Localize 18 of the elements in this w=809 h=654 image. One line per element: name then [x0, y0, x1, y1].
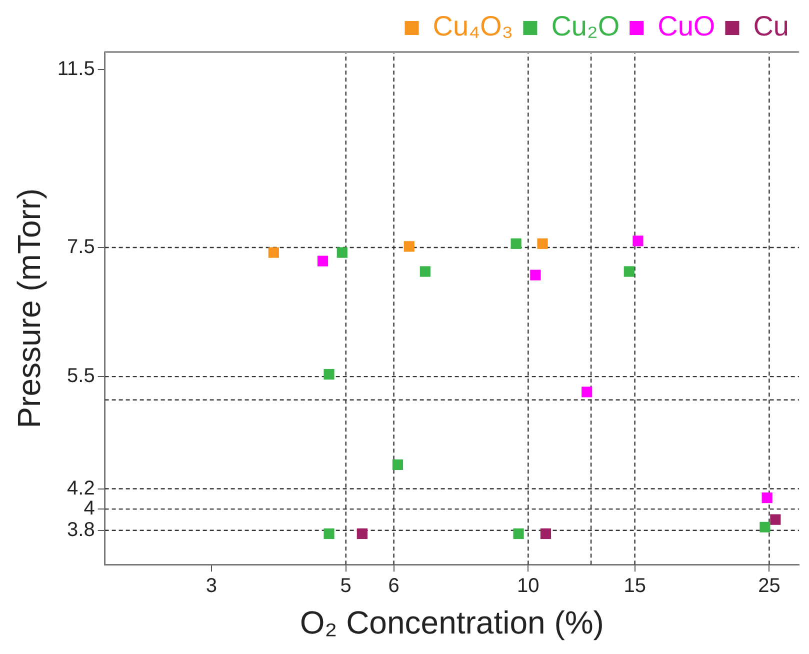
x-tick-label: 5 — [340, 575, 352, 598]
x-tick-label: 3 — [206, 575, 218, 598]
x-tick-label: 10 — [517, 575, 540, 598]
y-tick-label: 7.5 — [67, 236, 95, 258]
y-tick-label: 3.8 — [67, 518, 95, 541]
legend-label: Cu — [753, 10, 790, 42]
legend-label: CuO — [658, 10, 716, 42]
x-tick-label: 15 — [624, 575, 646, 598]
y-tick-label: 5.5 — [67, 365, 95, 388]
y-tick-label: 4 — [84, 498, 95, 520]
y-axis-title: Pressure (mTorr) — [11, 188, 48, 428]
x-tick-label: 25 — [758, 575, 780, 598]
y-tick-label: 11.5 — [57, 58, 95, 80]
legend-label: Cu₂O — [551, 10, 620, 42]
y-tick-label: 4.2 — [67, 477, 95, 500]
x-tick-label: 6 — [388, 575, 400, 598]
legend-label: Cu₄O₃ — [432, 10, 514, 42]
x-axis-title: O₂ Concentration (%) — [300, 604, 604, 641]
